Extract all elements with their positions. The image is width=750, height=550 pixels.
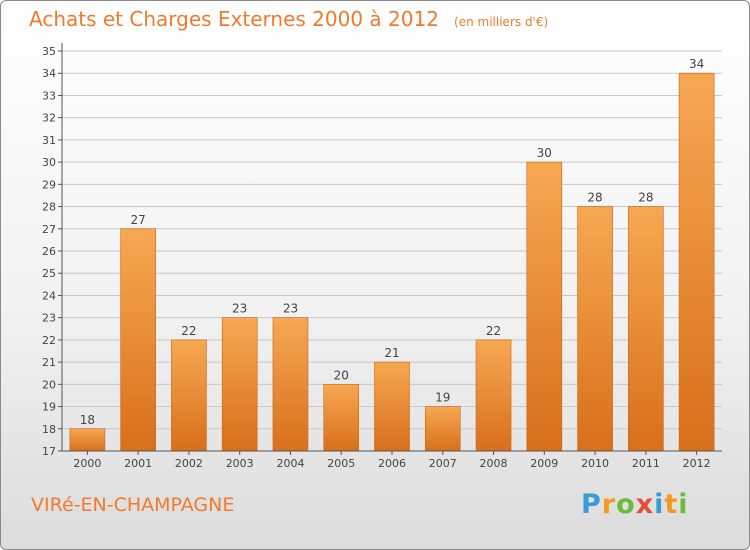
bar-value-label: 30 bbox=[537, 146, 552, 160]
y-tick-label: 33 bbox=[42, 89, 56, 102]
y-tick-label: 18 bbox=[42, 423, 56, 436]
x-tick-label: 2005 bbox=[327, 457, 355, 470]
x-tick-label: 2004 bbox=[276, 457, 304, 470]
logo-letter: o bbox=[616, 489, 636, 520]
bar bbox=[678, 72, 715, 452]
y-tick-label: 27 bbox=[42, 223, 56, 236]
bar-value-label: 18 bbox=[80, 413, 95, 427]
y-tick-label: 29 bbox=[42, 178, 56, 191]
bar bbox=[171, 339, 207, 452]
y-tick-label: 35 bbox=[42, 45, 56, 58]
x-tick-label: 2007 bbox=[429, 457, 457, 470]
y-tick-label: 30 bbox=[42, 156, 56, 169]
y-tick-label: 24 bbox=[42, 289, 56, 302]
bar bbox=[424, 406, 461, 452]
x-tick-label: 2000 bbox=[73, 457, 101, 470]
chart-unit: (en milliers d'€) bbox=[454, 15, 549, 29]
y-tick-label: 19 bbox=[42, 401, 56, 414]
bar-value-label: 23 bbox=[283, 302, 298, 316]
bar bbox=[628, 206, 664, 452]
bar-value-label: 21 bbox=[384, 346, 399, 360]
bar-value-label: 28 bbox=[638, 191, 653, 205]
bar bbox=[323, 384, 360, 452]
x-tick-label: 2009 bbox=[530, 457, 558, 470]
y-tick-label: 20 bbox=[42, 378, 56, 391]
logo-letter: x bbox=[635, 489, 655, 520]
city-name: VIRé-EN-CHAMPAGNE bbox=[31, 494, 235, 516]
logo-letter: t bbox=[664, 489, 679, 520]
bar bbox=[272, 317, 309, 452]
x-tick-label: 2008 bbox=[480, 457, 508, 470]
bar-value-label: 19 bbox=[435, 391, 450, 405]
bar bbox=[475, 339, 512, 452]
bar-value-label: 22 bbox=[486, 324, 501, 338]
y-tick-label: 17 bbox=[42, 445, 56, 458]
logo-letter: i bbox=[654, 489, 665, 520]
y-tick-label: 25 bbox=[42, 267, 56, 280]
x-tick-label: 2012 bbox=[683, 457, 711, 470]
y-tick-label: 23 bbox=[42, 312, 56, 325]
bar bbox=[526, 161, 563, 452]
y-tick-label: 26 bbox=[42, 245, 56, 258]
logo-letter: r bbox=[601, 489, 617, 520]
bar-value-label: 27 bbox=[131, 213, 146, 227]
chart-title-row: Achats et Charges Externes 2000 à 2012 (… bbox=[29, 7, 548, 31]
logo-letter: i bbox=[678, 489, 689, 520]
bar bbox=[120, 228, 156, 452]
bar-value-label: 23 bbox=[232, 302, 247, 316]
bar bbox=[577, 206, 613, 452]
x-tick-label: 2002 bbox=[175, 457, 203, 470]
x-tick-label: 2010 bbox=[581, 457, 609, 470]
bar-value-label: 20 bbox=[334, 368, 349, 382]
x-tick-label: 2001 bbox=[124, 457, 152, 470]
bar-value-label: 28 bbox=[587, 191, 602, 205]
y-tick-label: 34 bbox=[42, 67, 56, 80]
bar-value-label: 22 bbox=[181, 324, 196, 338]
logo-letter: P bbox=[581, 489, 602, 520]
y-tick-label: 21 bbox=[42, 356, 56, 369]
x-tick-label: 2003 bbox=[226, 457, 254, 470]
bar bbox=[221, 317, 258, 452]
y-tick-label: 31 bbox=[42, 134, 56, 147]
y-tick-label: 28 bbox=[42, 201, 56, 214]
bar bbox=[374, 361, 410, 452]
y-tick-label: 22 bbox=[42, 334, 56, 347]
bar bbox=[69, 428, 106, 452]
proxiti-logo: Proxiti bbox=[581, 489, 689, 520]
bar-value-label: 34 bbox=[689, 57, 704, 71]
x-tick-label: 2006 bbox=[378, 457, 406, 470]
chart-title: Achats et Charges Externes 2000 à 2012 bbox=[29, 7, 439, 31]
x-tick-label: 2011 bbox=[632, 457, 660, 470]
y-tick-label: 32 bbox=[42, 112, 56, 125]
